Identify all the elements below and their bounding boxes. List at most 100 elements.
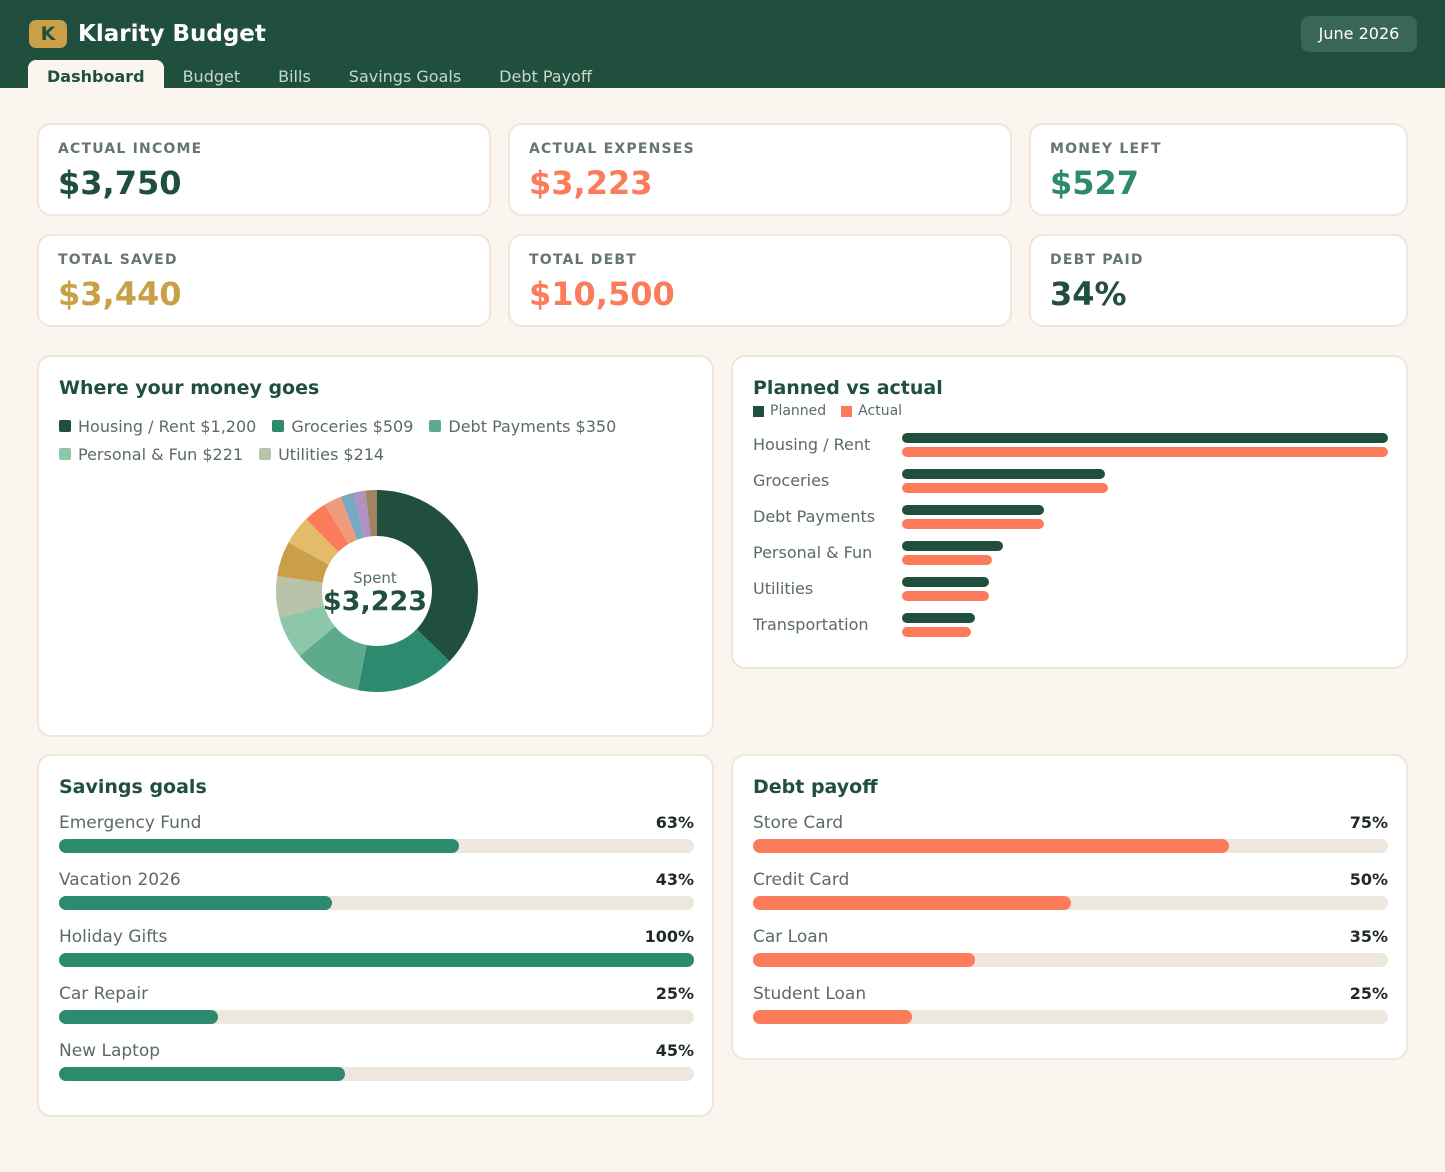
legend-item: Utilities $214 bbox=[259, 440, 384, 468]
progress-track bbox=[753, 896, 1388, 910]
legend-item: Debt Payments $350 bbox=[429, 412, 616, 440]
debt-row[interactable]: Student Loan 25% bbox=[753, 983, 1388, 1040]
kpi-value: $527 bbox=[1050, 164, 1140, 202]
goal-name: Car Repair bbox=[59, 984, 149, 1004]
donut-slice-7 bbox=[306, 504, 349, 552]
app-logo: K bbox=[29, 20, 67, 48]
debt-percent: 35% bbox=[1349, 927, 1388, 946]
legend-label: Debt Payments $350 bbox=[448, 416, 617, 436]
progress-track bbox=[753, 953, 1388, 967]
legend-swatch bbox=[841, 405, 853, 417]
spending-donut-chart bbox=[276, 490, 478, 692]
debt-row[interactable]: Store Card 75% bbox=[753, 812, 1388, 869]
savings-goals-panel: Savings goals Emergency Fund 63% Vacatio… bbox=[37, 754, 714, 1117]
kpi-card-actual-income: ACTUAL INCOME $3,750 bbox=[37, 123, 491, 216]
tab-bills[interactable]: Bills bbox=[278, 67, 311, 86]
legend-swatch bbox=[272, 420, 285, 432]
progress-track bbox=[753, 1010, 1388, 1024]
planned-bar bbox=[902, 613, 975, 623]
kpi-label: TOTAL DEBT bbox=[529, 252, 637, 268]
tab-savings-goals[interactable]: Savings Goals bbox=[348, 67, 462, 86]
kpi-value: $3,750 bbox=[58, 164, 182, 202]
bar-category-label: Debt Payments bbox=[753, 507, 876, 526]
debt-name: Car Loan bbox=[753, 927, 829, 947]
donut-center-value: $3,223 bbox=[322, 586, 428, 617]
legend-label: Planned bbox=[770, 403, 827, 419]
actual-bar bbox=[902, 591, 989, 601]
goal-percent: 100% bbox=[644, 927, 694, 946]
kpi-card-actual-expenses: ACTUAL EXPENSES $3,223 bbox=[508, 123, 1012, 216]
bar-row: Groceries bbox=[753, 469, 1393, 505]
donut-slice-3 bbox=[279, 605, 335, 656]
legend-item-planned: Planned bbox=[753, 403, 826, 419]
planned-bar bbox=[902, 505, 1044, 515]
donut-slice-2 bbox=[299, 626, 367, 691]
savings-goal-row[interactable]: Vacation 2026 43% bbox=[59, 869, 694, 926]
legend-item-actual: Actual bbox=[841, 403, 902, 419]
savings-goal-row[interactable]: New Laptop 45% bbox=[59, 1040, 694, 1097]
actual-bar bbox=[902, 555, 992, 565]
donut-slice-1 bbox=[357, 629, 450, 692]
kpi-card-total-debt: TOTAL DEBT $10,500 bbox=[508, 234, 1012, 327]
goal-name: New Laptop bbox=[59, 1041, 161, 1061]
debt-percent: 50% bbox=[1349, 870, 1388, 889]
debt-name: Credit Card bbox=[753, 870, 850, 890]
savings-goals-title: Savings goals bbox=[59, 776, 207, 798]
goal-percent: 25% bbox=[655, 984, 694, 1003]
app-title: Klarity Budget bbox=[78, 21, 266, 47]
savings-goal-row[interactable]: Holiday Gifts 100% bbox=[59, 926, 694, 983]
goal-name: Emergency Fund bbox=[59, 813, 202, 833]
kpi-label: DEBT PAID bbox=[1050, 252, 1144, 268]
actual-bar bbox=[902, 447, 1388, 457]
donut-slice-0 bbox=[377, 490, 478, 662]
donut-center-label: Spent bbox=[353, 569, 397, 587]
planned-vs-actual-panel: Planned vs actual Planned Actual Housing… bbox=[731, 355, 1408, 669]
donut-slice-4 bbox=[276, 575, 324, 618]
planned-bar bbox=[902, 469, 1105, 479]
savings-goal-row[interactable]: Emergency Fund 63% bbox=[59, 812, 694, 869]
progress-fill bbox=[59, 953, 694, 967]
legend-swatch bbox=[59, 420, 71, 432]
kpi-value: $3,223 bbox=[529, 164, 653, 202]
spending-panel: Where your money goes Housing / Rent $1,… bbox=[37, 355, 714, 737]
planned-bar bbox=[902, 433, 1388, 443]
donut-slice-8 bbox=[324, 496, 358, 544]
kpi-label: TOTAL SAVED bbox=[58, 252, 178, 268]
kpi-card-total-saved: TOTAL SAVED $3,440 bbox=[37, 234, 491, 327]
tab-budget[interactable]: Budget bbox=[182, 67, 241, 86]
legend-label: Groceries $509 bbox=[291, 416, 414, 436]
legend-item: Groceries $509 bbox=[272, 412, 413, 440]
kpi-label: ACTUAL INCOME bbox=[58, 141, 203, 157]
bar-row: Utilities bbox=[753, 577, 1393, 613]
month-selector[interactable]: June 2026 bbox=[1301, 16, 1417, 52]
progress-fill bbox=[59, 839, 460, 853]
legend-swatch bbox=[259, 448, 272, 460]
planned-vs-actual-title: Planned vs actual bbox=[753, 377, 943, 399]
spending-title: Where your money goes bbox=[59, 377, 320, 399]
legend-label: Personal & Fun $221 bbox=[78, 444, 244, 464]
kpi-value: 34% bbox=[1050, 275, 1127, 313]
kpi-label: MONEY LEFT bbox=[1050, 141, 1162, 157]
progress-fill bbox=[753, 839, 1230, 853]
tab-debt-payoff[interactable]: Debt Payoff bbox=[499, 67, 592, 86]
savings-goal-row[interactable]: Car Repair 25% bbox=[59, 983, 694, 1040]
progress-track bbox=[59, 839, 694, 853]
goal-percent: 43% bbox=[655, 870, 694, 889]
bar-row: Personal & Fun bbox=[753, 541, 1393, 577]
donut-slice-11 bbox=[365, 490, 377, 537]
spending-legend: Housing / Rent $1,200 Groceries $509 Deb… bbox=[59, 412, 679, 468]
progress-track bbox=[753, 839, 1388, 853]
progress-fill bbox=[59, 1010, 218, 1024]
tab-dashboard[interactable]: Dashboard bbox=[28, 60, 164, 88]
progress-track bbox=[59, 1010, 694, 1024]
debt-payoff-title: Debt payoff bbox=[753, 776, 878, 798]
debt-row[interactable]: Credit Card 50% bbox=[753, 869, 1388, 926]
debt-row[interactable]: Car Loan 35% bbox=[753, 926, 1388, 983]
progress-track bbox=[59, 953, 694, 967]
nav-tabs: Dashboard Budget Bills Savings Goals Deb… bbox=[28, 60, 611, 88]
bar-row: Debt Payments bbox=[753, 505, 1393, 541]
legend-label: Utilities $214 bbox=[278, 444, 385, 464]
goal-percent: 45% bbox=[655, 1041, 694, 1060]
debt-name: Store Card bbox=[753, 813, 844, 833]
debt-name: Student Loan bbox=[753, 984, 867, 1004]
